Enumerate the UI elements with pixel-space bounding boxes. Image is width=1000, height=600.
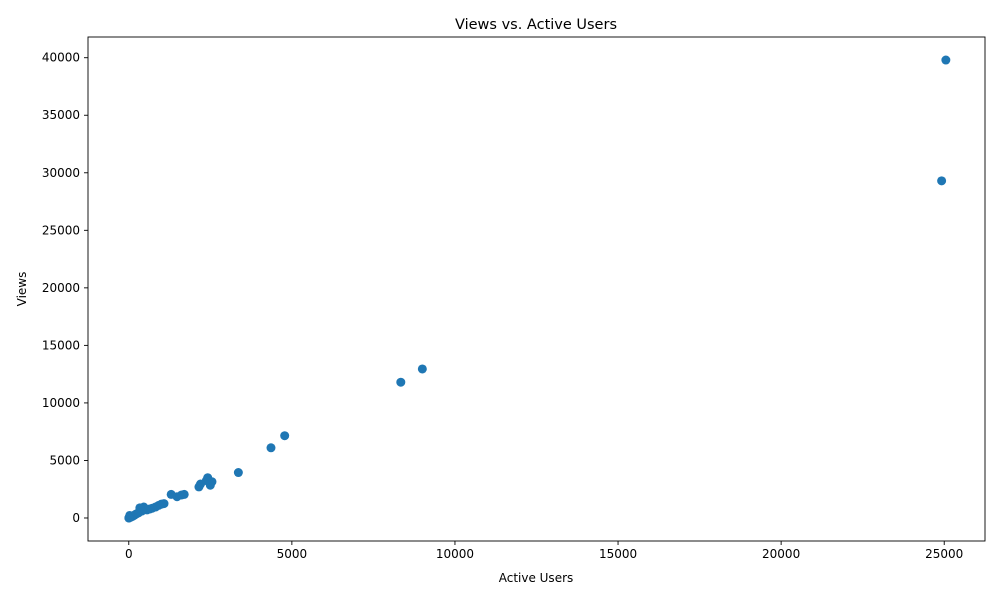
y-tick-label: 15000: [42, 338, 80, 352]
x-tick-label: 0: [125, 547, 133, 561]
x-axis-label: Active Users: [499, 571, 574, 585]
data-point: [124, 513, 134, 523]
chart-title: Views vs. Active Users: [455, 17, 617, 33]
y-tick-label: 5000: [49, 453, 80, 467]
data-point: [941, 55, 951, 65]
data-point: [166, 489, 176, 499]
y-tick-label: 30000: [42, 166, 80, 180]
data-point: [194, 482, 204, 492]
data-points: [124, 55, 951, 523]
y-tick-label: 20000: [42, 281, 80, 295]
x-tick-label: 5000: [277, 547, 308, 561]
y-tick-label: 25000: [42, 223, 80, 237]
y-tick-label: 40000: [42, 51, 80, 65]
axis-ticks: 0 5000 10000 15000 20000 25000 0 5000 10000 15000…: [42, 51, 964, 561]
x-tick-label: 25000: [925, 547, 963, 561]
x-tick-label: 10000: [436, 547, 474, 561]
data-point: [937, 176, 947, 186]
data-point: [233, 468, 243, 478]
data-point: [280, 431, 290, 441]
y-tick-label: 35000: [42, 108, 80, 122]
y-tick-label: 10000: [42, 396, 80, 410]
data-point: [417, 364, 427, 374]
data-point: [201, 476, 211, 486]
data-point: [396, 377, 406, 387]
plot-frame: [87, 36, 986, 542]
y-axis-label: Views: [15, 272, 29, 307]
data-point: [266, 443, 276, 453]
x-tick-label: 15000: [599, 547, 637, 561]
x-tick-label: 20000: [762, 547, 800, 561]
y-tick-label: 0: [72, 511, 80, 525]
